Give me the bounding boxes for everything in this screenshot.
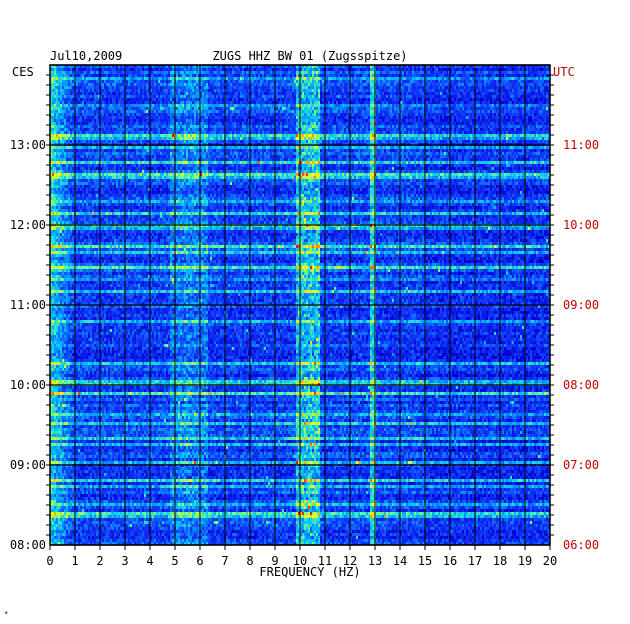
x-tick-label: 4: [146, 554, 153, 568]
x-tick-label: 1: [71, 554, 78, 568]
left-timezone-label: CES: [12, 65, 34, 79]
left-time-tick-label: 13:00: [10, 138, 46, 152]
x-tick-label: 16: [443, 554, 457, 568]
x-tick-label: 17: [468, 554, 482, 568]
right-time-tick-label: 08:00: [563, 378, 599, 392]
left-time-tick-label: 09:00: [10, 458, 46, 472]
x-tick-label: 13: [368, 554, 382, 568]
x-tick-label: 5: [171, 554, 178, 568]
x-tick-label: 15: [418, 554, 432, 568]
spectrogram-chart: 0 1 2 3 4 5 6 7 8 9 10 11 12 13 14 15 16 17 18 19 2013:0012:…: [0, 0, 630, 624]
title-left: Jul10,2009: [50, 49, 122, 63]
left-time-tick-label: 10:00: [10, 378, 46, 392]
x-tick-label: 19: [518, 554, 532, 568]
right-timezone-label: UTC: [553, 65, 575, 79]
left-time-tick-label: 08:00: [10, 538, 46, 552]
x-tick-label: 14: [393, 554, 407, 568]
x-tick-label: 8: [246, 554, 253, 568]
right-time-tick-label: 06:00: [563, 538, 599, 552]
chart-title: ZUGS HHZ BW 01 (Zugsspitze): [212, 49, 407, 63]
left-time-tick-label: 12:00: [10, 218, 46, 232]
x-tick-label: 7: [221, 554, 228, 568]
x-tick-label: 6: [196, 554, 203, 568]
x-tick-label: 3: [121, 554, 128, 568]
right-time-tick-label: 07:00: [563, 458, 599, 472]
grid-layer: [50, 65, 550, 545]
right-time-tick-label: 11:00: [563, 138, 599, 152]
x-tick-label: 18: [493, 554, 507, 568]
right-time-tick-label: 09:00: [563, 298, 599, 312]
x-tick-label: 0: [46, 554, 53, 568]
x-axis-label: FREQUENCY (HZ): [259, 565, 360, 579]
left-time-tick-label: 11:00: [10, 298, 46, 312]
x-tick-label: 2: [96, 554, 103, 568]
corner-mark: *: [4, 610, 8, 618]
right-time-tick-label: 10:00: [563, 218, 599, 232]
x-tick-label: 20: [543, 554, 557, 568]
